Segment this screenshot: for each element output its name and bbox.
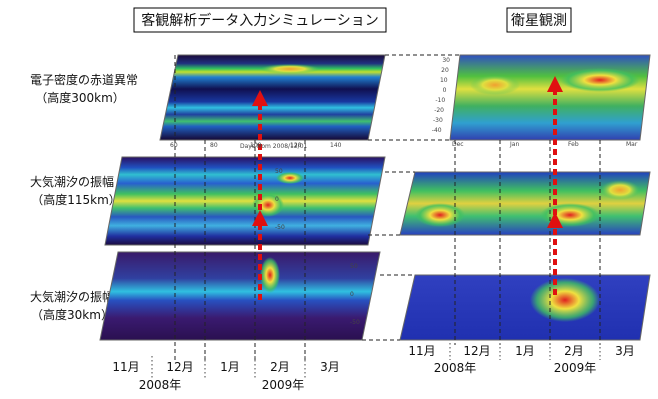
panel-tick-label: 60: [170, 142, 178, 149]
row-label: 大気潮汐の振幅: [30, 289, 114, 304]
row-altitude: （高度30km）: [31, 307, 113, 322]
panel-tick-label: 0: [350, 291, 354, 298]
heatmap: [395, 172, 655, 235]
heatmap: [445, 55, 655, 140]
month-label: 1月: [220, 360, 240, 374]
panel-tick-label: 120: [290, 142, 302, 149]
month-label: 11月: [408, 344, 435, 358]
heatmap: [100, 157, 390, 245]
month-label: 1月: [515, 344, 535, 358]
month-label: 11月: [112, 360, 139, 374]
panel-tick-label: Mar: [626, 141, 638, 148]
month-label: 12月: [166, 360, 193, 374]
panel-tick-label: -50: [350, 319, 360, 326]
heatmap: [150, 55, 390, 140]
panel-tick-label: 10: [440, 77, 448, 84]
panel-tick-label: 80: [210, 142, 218, 149]
row-label: 電子密度の赤道異常: [30, 72, 138, 87]
row-altitude: （高度300km）: [35, 90, 125, 105]
month-label: 3月: [615, 344, 635, 358]
panel-tick-label: -30: [433, 117, 443, 124]
year-label: 2008年: [139, 378, 182, 392]
panel-tick-label: 140: [330, 142, 342, 149]
panel-tick-label: 50: [275, 168, 283, 175]
month-label: 12月: [463, 344, 490, 358]
panel-tick-label: 0: [443, 87, 447, 94]
year-label: 2009年: [262, 378, 305, 392]
panel-tick-label: Dec: [452, 141, 464, 148]
figure: 客観解析データ入力シミュレーション 衛星観測 電子密度の赤道異常 （高度300k…: [0, 0, 658, 395]
year-label: 2009年: [554, 361, 597, 375]
observation-title: 衛星観測: [511, 12, 567, 29]
panel-tick-label: -10: [435, 97, 445, 104]
panel-tick-label: Jan: [509, 141, 519, 148]
month-label: 3月: [320, 360, 340, 374]
simulation-title: 客観解析データ入力シミュレーション: [141, 12, 378, 29]
heatmap: [395, 275, 655, 340]
panel-tick-label: -20: [434, 107, 444, 114]
panel-tick-label: Feb: [568, 141, 579, 148]
row-label: 大気潮汐の振幅: [30, 174, 114, 189]
panel-tick-label: -40: [432, 127, 442, 134]
panel-tick-label: 50: [350, 263, 358, 270]
panel-tick-label: 0: [275, 196, 279, 203]
panel-tick-label: 100: [250, 142, 262, 149]
month-label: 2月: [564, 344, 584, 358]
year-label: 2008年: [434, 361, 477, 375]
panel-tick-label: -50: [275, 224, 285, 231]
panel-tick-label: 20: [441, 67, 449, 74]
month-label: 2月: [270, 360, 290, 374]
panel-tick-label: 30: [442, 57, 450, 64]
heatmap: [95, 252, 385, 340]
row-altitude: （高度115km）: [31, 192, 121, 207]
